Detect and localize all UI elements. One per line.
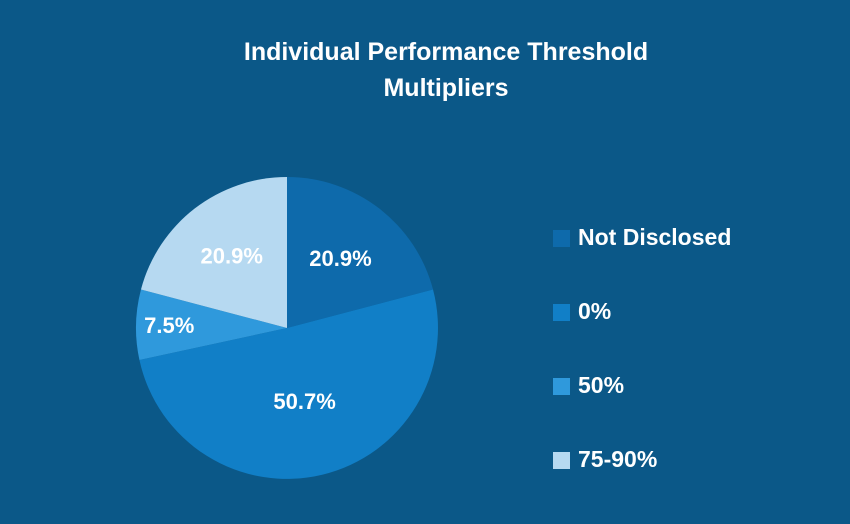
legend-swatch-0-percent	[553, 304, 570, 321]
legend-label-50-percent: 50%	[578, 372, 625, 398]
pie-slice-50-percent	[135, 289, 287, 361]
legend-label-not-disclosed: Not Disclosed	[578, 224, 732, 250]
pie-slices	[135, 177, 438, 479]
pie-slice-label-not-disclosed: 20.9%	[309, 246, 371, 271]
pie-slice-labels: 20.9% 50.7% 7.5% 20.9%	[144, 244, 372, 414]
legend-label-0-percent: 0%	[578, 298, 612, 324]
legend-item-75-90-percent: 75-90%	[553, 444, 813, 474]
legend-swatch-50-percent	[553, 378, 570, 395]
legend-item-0-percent: 0%	[553, 296, 813, 326]
chart-title-line-1: Individual Performance Threshold	[243, 38, 649, 66]
pie-slice-label-50-percent: 7.5%	[144, 313, 194, 338]
legend-swatch-75-90-percent	[553, 452, 570, 469]
legend-item-50-percent: 50%	[553, 370, 813, 400]
legend-swatch-not-disclosed	[553, 230, 570, 247]
pie-slice-label-0-percent: 50.7%	[273, 389, 335, 414]
chart-title-line-2: Multipliers	[383, 74, 509, 102]
legend-label-75-90-percent: 75-90%	[578, 446, 658, 472]
pie-slice-not-disclosed	[287, 177, 434, 328]
pie-slice-label-75-90-percent: 20.9%	[201, 244, 263, 269]
pie-slice-75-90-percent	[140, 177, 287, 328]
legend-item-not-disclosed: Not Disclosed	[553, 222, 813, 252]
chart-title: Individual Performance Threshold Multipl…	[0, 34, 850, 106]
pie-slice-0-percent	[139, 289, 438, 479]
